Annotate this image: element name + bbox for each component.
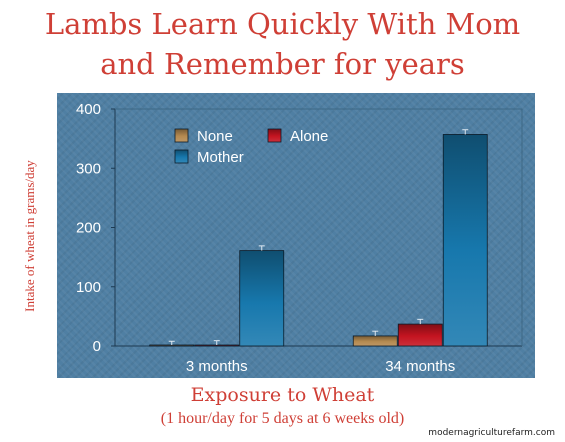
x-tick-label: 34 months	[385, 358, 455, 375]
y-tick-label: 400	[76, 101, 101, 118]
legend-label-mother: Mother	[197, 149, 244, 166]
bar-chart: 0 100 200 300 400 3 months 34 months None Alone M…	[76, 101, 523, 375]
legend-label-alone: Alone	[290, 128, 328, 145]
legend-label-none: None	[197, 128, 233, 145]
y-tick-label: 300	[76, 160, 101, 177]
y-tick-label: 100	[76, 279, 101, 296]
bar-mother-0	[239, 250, 285, 347]
legend-swatch-mother	[174, 149, 189, 164]
x-tick-label: 3 months	[186, 358, 248, 375]
bar-alone-0	[194, 344, 240, 347]
legend-swatch-alone	[267, 128, 282, 143]
y-tick-label: 200	[76, 220, 101, 237]
chart-panel: 0 100 200 300 400 3 months 34 months None Alone M…	[57, 93, 535, 378]
bar-none-0	[149, 344, 195, 347]
bar-none-1	[352, 335, 398, 347]
legend-swatch-none	[174, 128, 189, 143]
y-axis-label: Intake of wheat in grams/day	[22, 160, 37, 312]
watermark-text: modernagriculturefarm.com	[424, 427, 559, 439]
chart-title-line-1: Lambs Learn Quickly With Mom	[44, 7, 521, 41]
bar-alone-1	[397, 323, 443, 347]
x-axis-label: Exposure to Wheat	[190, 384, 375, 406]
chart-title-line-2: and Remember for years	[100, 47, 465, 81]
y-tick-label: 0	[93, 338, 101, 355]
chart-title: Lambs Learn Quickly With Mom and Remembe…	[0, 4, 565, 84]
bar-mother-1	[442, 134, 488, 347]
x-axis-note: (1 hour/day for 5 days at 6 weeks old)	[160, 410, 405, 427]
